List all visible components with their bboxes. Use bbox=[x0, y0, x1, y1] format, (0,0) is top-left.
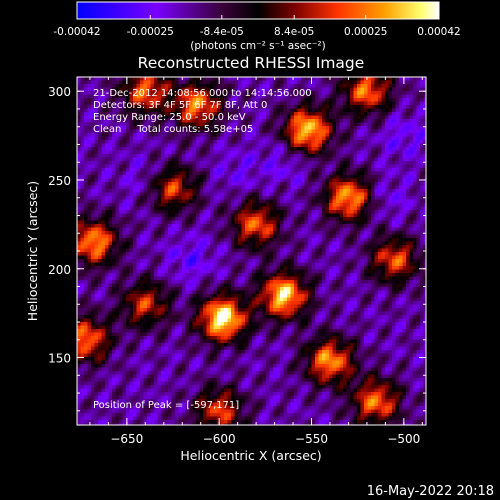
colorbar-tick-label: -8.4e-05 bbox=[200, 26, 244, 38]
colorbar-tick-label: 8.4e-05 bbox=[274, 26, 314, 38]
y-axis: 150 200 250 300 bbox=[48, 85, 426, 412]
colorbar-tick-label: -0.00025 bbox=[127, 26, 174, 38]
date-stamp: 16-May-2022 20:18 bbox=[367, 484, 494, 499]
colorbar-tick-label: 0.00025 bbox=[344, 26, 387, 38]
colorbar-tick-label: 0.00042 bbox=[417, 26, 460, 38]
x-axis: −650 −600 −550 −500 bbox=[89, 77, 423, 446]
y-tick-label: 250 bbox=[48, 174, 71, 188]
heatmap-image bbox=[77, 77, 426, 425]
x-tick-label: −650 bbox=[110, 432, 143, 446]
annotations: 21-Dec-2012 14:08:56.000 to 14:14:56.000… bbox=[93, 88, 312, 411]
colorbar bbox=[76, 1, 440, 20]
annotation-counts: Clean Total counts: 5.58e+05 bbox=[93, 124, 253, 135]
x-tick-label: −550 bbox=[295, 432, 328, 446]
colorbar-unit-label: (photons cm⁻² s⁻¹ asec⁻²) bbox=[190, 40, 325, 52]
colorbar-ticks: -0.00042 -0.00025 -8.4e-05 8.4e-05 0.00025 0.… bbox=[53, 15, 461, 38]
x-tick-label: −600 bbox=[203, 432, 236, 446]
annotation-detectors: Detectors: 3F 4F 5F 6F 7F 8F, Att 0 bbox=[93, 100, 267, 111]
y-tick-label: 300 bbox=[48, 85, 71, 99]
colorbar-tick-label: -0.00042 bbox=[53, 26, 100, 38]
annotation-energy: Energy Range: 25.0 - 50.0 keV bbox=[93, 112, 246, 123]
chart-title: Reconstructed RHESSI Image bbox=[138, 54, 365, 72]
x-axis-label: Heliocentric X (arcsec) bbox=[180, 448, 321, 463]
annotation-time-range: 21-Dec-2012 14:08:56.000 to 14:14:56.000 bbox=[93, 88, 312, 99]
y-tick-label: 150 bbox=[48, 352, 71, 366]
x-tick-label: −500 bbox=[387, 432, 420, 446]
y-tick-label: 200 bbox=[48, 263, 71, 277]
peak-position-label: Position of Peak = [-597,171] bbox=[93, 400, 239, 411]
y-axis-label: Heliocentric Y (arcsec) bbox=[25, 181, 40, 321]
